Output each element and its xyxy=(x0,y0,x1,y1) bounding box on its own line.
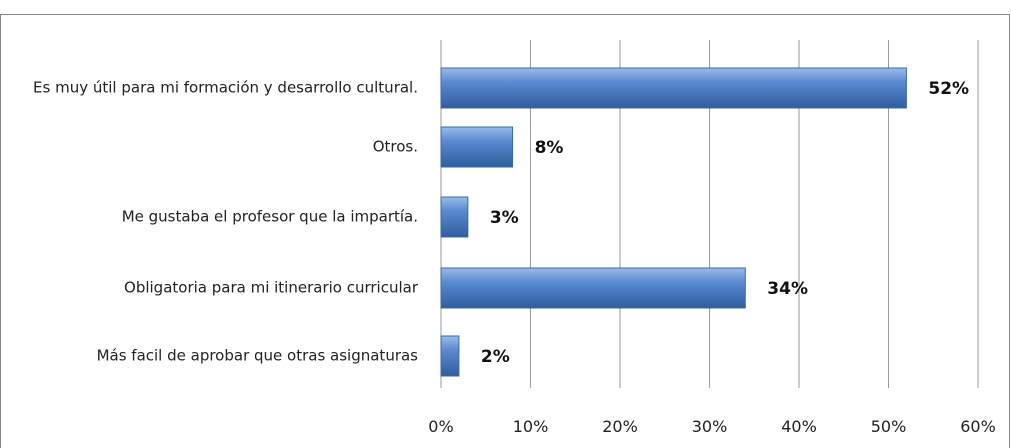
value-label: 3% xyxy=(490,208,519,228)
frame xyxy=(0,14,1010,448)
y-tick-label: Me gustaba el profesor que la impartía. xyxy=(18,208,418,227)
x-tick-label: 10% xyxy=(513,417,549,436)
value-label: 2% xyxy=(481,347,510,367)
bar xyxy=(440,67,907,109)
category-text: Me gustaba el profesor que la impartía. xyxy=(121,207,418,226)
category-text: Obligatoria para mi itinerario curricula… xyxy=(124,278,418,297)
x-tick-label: 60% xyxy=(960,417,996,436)
bar xyxy=(440,196,469,238)
category-text: Es muy útil para mi formación y desarrol… xyxy=(33,78,418,97)
bar xyxy=(440,126,514,168)
x-tick-label: 50% xyxy=(871,417,907,436)
value-label: 8% xyxy=(535,138,564,158)
category-text: Más facil de aprobar que otras asignatur… xyxy=(96,346,418,365)
y-tick-label: Más facil de aprobar que otras asignatur… xyxy=(18,347,418,366)
x-tick-label: 20% xyxy=(602,417,638,436)
y-tick-label: Otros. xyxy=(18,138,418,157)
y-tick-label: Obligatoria para mi itinerario curricula… xyxy=(18,279,418,298)
bar xyxy=(440,267,746,309)
value-label: 52% xyxy=(928,79,969,99)
y-tick-label: Es muy útil para mi formación y desarrol… xyxy=(18,79,418,98)
bar xyxy=(440,335,460,377)
x-tick-label: 40% xyxy=(781,417,817,436)
category-text: Otros. xyxy=(372,137,418,156)
x-tick-label: 0% xyxy=(428,417,453,436)
value-label: 34% xyxy=(767,279,808,299)
x-tick-label: 30% xyxy=(692,417,728,436)
